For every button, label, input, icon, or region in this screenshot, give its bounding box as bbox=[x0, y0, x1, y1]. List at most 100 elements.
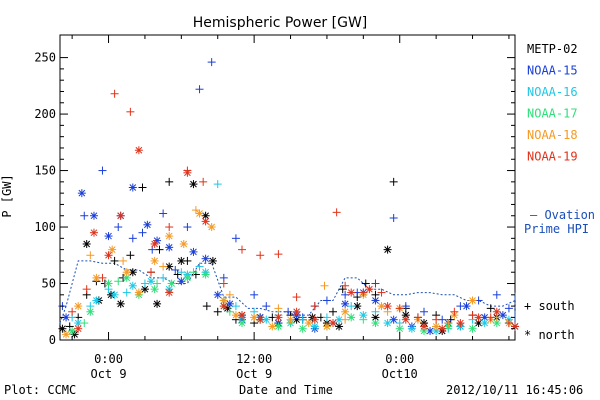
north-point bbox=[92, 296, 101, 305]
south-point bbox=[359, 315, 368, 324]
north-point bbox=[201, 211, 210, 220]
south-point bbox=[153, 279, 162, 288]
south-point bbox=[119, 256, 128, 265]
north-point bbox=[74, 324, 83, 333]
north-point bbox=[195, 209, 204, 218]
south-point bbox=[504, 304, 513, 313]
south-point bbox=[401, 302, 410, 311]
y-tick-label: 100 bbox=[34, 220, 56, 234]
north-point bbox=[128, 268, 137, 277]
south-point bbox=[274, 250, 283, 259]
south-point bbox=[155, 245, 164, 254]
y-tick-label: 50 bbox=[42, 277, 56, 291]
north-point bbox=[177, 277, 186, 286]
data-points bbox=[58, 58, 519, 339]
south-point bbox=[361, 279, 370, 288]
south-point bbox=[359, 288, 368, 297]
north-point bbox=[92, 273, 101, 282]
south-point bbox=[140, 279, 149, 288]
south-point bbox=[444, 319, 453, 328]
south-point bbox=[68, 307, 77, 316]
north-point bbox=[122, 268, 131, 277]
chart-title: Hemispheric Power [GW] bbox=[193, 15, 368, 31]
plot-frame bbox=[59, 34, 516, 341]
north-point bbox=[468, 324, 477, 333]
x-tick-time: 0:00 bbox=[94, 352, 123, 366]
south-point bbox=[395, 304, 404, 313]
north-point bbox=[86, 307, 95, 316]
x-tick-time: 12:00 bbox=[236, 352, 272, 366]
north-point bbox=[407, 324, 416, 333]
y-axis-label: P [GW] bbox=[0, 174, 14, 217]
south-point bbox=[159, 262, 168, 271]
north-point bbox=[238, 311, 246, 320]
north-point bbox=[329, 319, 337, 328]
legend: METP-02 NOAA-15 NOAA-16 NOAA-17 NOAA-18 NOAA-… bbox=[527, 42, 578, 164]
south-point bbox=[114, 277, 123, 286]
south-point bbox=[292, 293, 301, 302]
south-point bbox=[165, 223, 174, 232]
north-point bbox=[82, 239, 91, 248]
south-point bbox=[82, 285, 91, 294]
north-point bbox=[432, 322, 441, 331]
north-point bbox=[89, 228, 98, 237]
south-point bbox=[110, 256, 119, 265]
north-point bbox=[143, 220, 152, 229]
south-point bbox=[347, 302, 356, 311]
south-point bbox=[225, 307, 234, 316]
north-point bbox=[456, 319, 465, 328]
north-point bbox=[322, 322, 331, 331]
south-point bbox=[171, 265, 180, 274]
north-point bbox=[268, 322, 277, 331]
north-point bbox=[62, 313, 71, 322]
south-point bbox=[213, 180, 222, 189]
ovation-series bbox=[59, 260, 516, 331]
y-tick-label: 0 bbox=[49, 333, 56, 347]
north-point bbox=[468, 296, 477, 305]
north-point bbox=[341, 299, 350, 308]
south-point bbox=[250, 290, 259, 299]
south-point bbox=[329, 307, 337, 316]
south-point bbox=[341, 290, 350, 299]
south-point bbox=[322, 296, 331, 305]
south-point bbox=[177, 268, 186, 277]
north-point bbox=[420, 322, 428, 331]
south-point bbox=[341, 281, 350, 290]
north-point bbox=[177, 256, 186, 265]
north-point bbox=[207, 223, 216, 232]
south-point bbox=[322, 313, 331, 322]
north-point bbox=[62, 330, 71, 339]
y-tick-label: 200 bbox=[34, 107, 56, 121]
north-point bbox=[213, 290, 222, 299]
north-point bbox=[183, 273, 192, 282]
north-point bbox=[298, 324, 307, 333]
south-point bbox=[86, 251, 95, 260]
north-point bbox=[201, 270, 210, 279]
y-tick-label: 250 bbox=[34, 51, 56, 65]
north-point bbox=[68, 326, 77, 335]
north-point bbox=[183, 168, 192, 177]
south-point bbox=[138, 183, 147, 192]
south-point bbox=[122, 288, 131, 297]
north-point bbox=[104, 232, 113, 241]
north-point bbox=[150, 239, 159, 248]
north-point bbox=[219, 302, 228, 311]
south-point bbox=[420, 307, 428, 316]
north-point bbox=[474, 313, 483, 322]
north-point bbox=[365, 285, 374, 294]
north-point bbox=[74, 302, 83, 311]
south-point bbox=[284, 307, 293, 316]
north-point bbox=[219, 296, 228, 305]
north-point bbox=[104, 251, 113, 260]
south-point bbox=[191, 206, 200, 215]
marker-legend: + south * north bbox=[524, 299, 575, 342]
south-point bbox=[389, 177, 398, 186]
south-point bbox=[126, 251, 135, 260]
x-tick-day: Oct 9 bbox=[90, 367, 126, 381]
south-point bbox=[199, 177, 208, 186]
timestamp: 2012/10/11 16:45:06 bbox=[446, 383, 583, 397]
north-point bbox=[492, 307, 501, 316]
south-point bbox=[159, 273, 168, 282]
north-point bbox=[480, 319, 489, 328]
north-point bbox=[208, 256, 217, 265]
